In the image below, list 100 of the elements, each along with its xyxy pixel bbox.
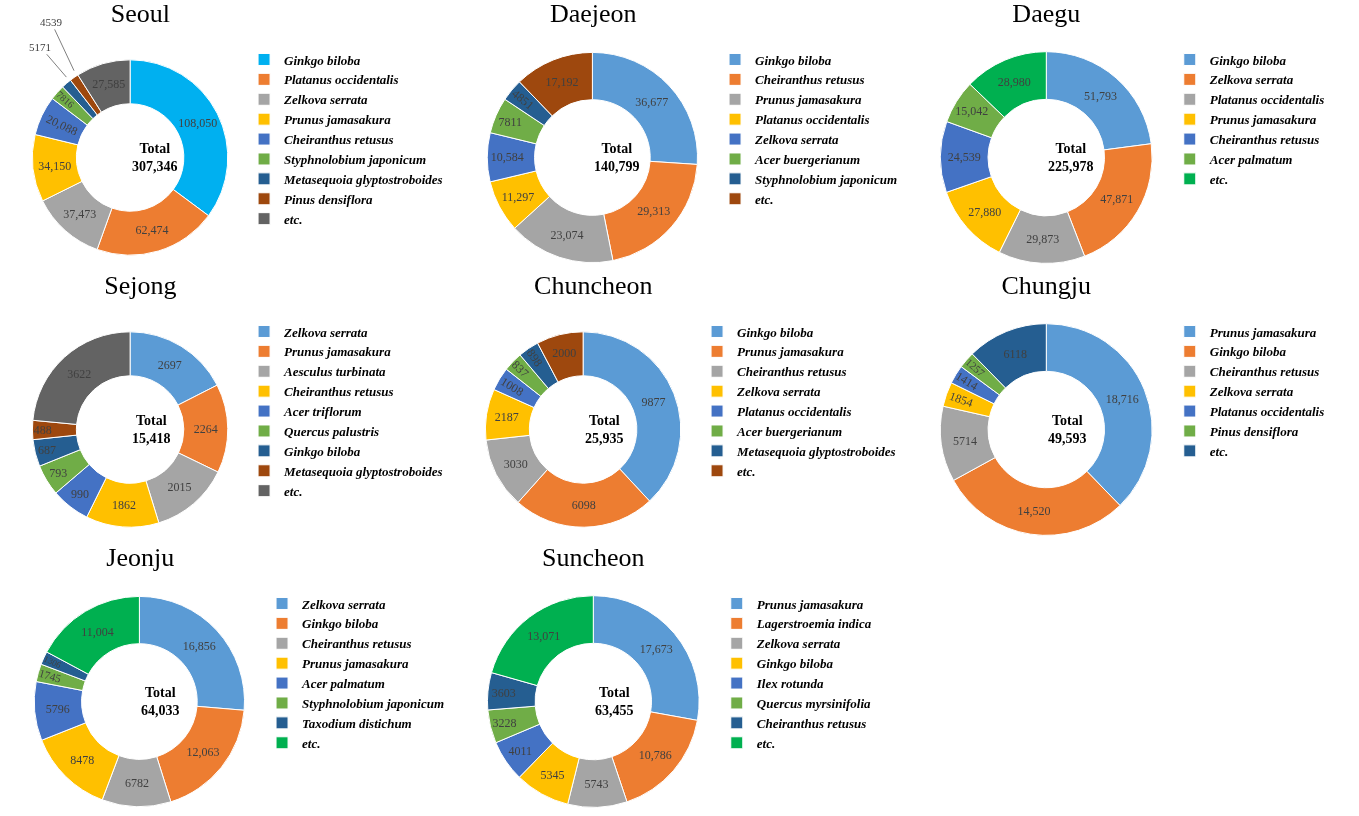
text: Total 64,033 (141, 685, 180, 719)
data-label: 17,192 (545, 74, 579, 89)
data-label: 6098 (571, 498, 596, 513)
legend-label: Ginkgo biloba (756, 656, 834, 672)
legend-label: Prunus jamasakura (1209, 112, 1317, 128)
data-label: 27,880 (968, 204, 1002, 219)
chart-title: Sejong (104, 271, 177, 301)
legend-label: Ginkgo biloba (284, 52, 361, 68)
data-label: 7811 (498, 114, 523, 129)
legend-label: Styphnolobium japonicum (302, 696, 444, 712)
legend-label: etc. (1209, 171, 1229, 187)
data-label: 29,873 (1026, 232, 1060, 247)
data-label: 28,980 (997, 75, 1031, 90)
data-label: 5345 (540, 767, 565, 782)
legend-label: etc. (284, 483, 303, 499)
chart-title: Suncheon (542, 543, 645, 573)
data-label: 18,716 (1105, 391, 1139, 406)
data-label: 108,050 (178, 116, 218, 131)
legend-label: Pinus densiflora (284, 191, 374, 207)
legend-label: Quercus palustris (284, 424, 380, 440)
legend-label: Prunus jamasakura (1209, 324, 1317, 340)
data-label: 2187 (494, 410, 519, 425)
legend-label: Ginkgo biloba (1209, 52, 1287, 68)
legend-label: Prunus jamasakura (737, 344, 845, 360)
legend-label: Taxodium distichum (302, 715, 412, 731)
data-label: 2264 (193, 421, 218, 436)
data-label: 10,584 (490, 150, 524, 165)
data-label: 24,539 (947, 150, 981, 165)
legend-label: Ilex rotunda (755, 676, 825, 692)
legend-label: Acer triflorum (283, 404, 362, 420)
legend-label: Ginkgo biloba (1209, 344, 1287, 360)
legend-label: Cheiranthus retusus (284, 132, 394, 148)
text: Total 307,346 (132, 141, 178, 175)
text: Total 49,593 (1048, 413, 1087, 447)
data-label: 4011 (508, 744, 533, 759)
data-label: 2000 (552, 346, 577, 361)
legend-label: etc. (1209, 443, 1229, 459)
data-label: 36,677 (635, 94, 669, 109)
chart-title: Jeonju (106, 543, 175, 573)
data-label: 17,673 (639, 641, 673, 656)
legend-label: Quercus myrsinifolia (756, 696, 872, 712)
data-label: 3228 (492, 716, 517, 731)
legend-label: Platanus occidentalis (284, 72, 399, 88)
text: Total 225,978 (1048, 141, 1094, 175)
data-label: 6118 (1003, 346, 1028, 361)
data-label: 11,004 (81, 624, 114, 639)
legend-label: Ginkgo biloba (284, 443, 361, 459)
legend-label: Acer palmatum (1208, 152, 1293, 168)
data-label: 990 (71, 486, 90, 501)
legend-label: Cheiranthus retusus (755, 72, 865, 88)
legend-label: Cheiranthus retusus (302, 636, 412, 652)
data-label: 47,871 (1100, 192, 1134, 207)
data-label: 687 (37, 443, 56, 458)
legend-label: Platanus occidentalis (737, 404, 852, 420)
legend-label: Zelkova serrata (301, 596, 386, 612)
legend-label: Platanus occidentalis (1209, 92, 1325, 108)
text: Total 140,799 (594, 141, 640, 175)
legend-label: Prunus jamasakura (284, 112, 392, 128)
legend-label: Ginkgo biloba (755, 52, 832, 68)
legend-label: Prunus jamasakura (302, 656, 410, 672)
data-label: 5743 (584, 777, 609, 792)
data-label: 3603 (491, 685, 516, 700)
legend-label: Acer palmatum (301, 676, 385, 692)
data-label: 5796 (45, 702, 70, 717)
data-label: 13,071 (527, 629, 561, 644)
legend-label: Pinus densiflora (1209, 424, 1299, 440)
legend-label: etc. (737, 463, 756, 479)
data-label: 16,856 (182, 639, 216, 654)
legend-label: etc. (755, 191, 774, 207)
legend-label: Styphnolobium japonicum (284, 152, 427, 168)
legend-label: Ginkgo biloba (737, 324, 814, 340)
data-label: 20,088 (44, 111, 80, 139)
data-label: 2697 (157, 357, 182, 372)
legend-label: Zelkova serrata (1208, 384, 1294, 400)
data-label: 51,793 (1083, 88, 1117, 103)
data-label: 10,786 (638, 748, 672, 763)
data-label: 12,063 (186, 745, 220, 760)
data-label: 2015 (167, 479, 192, 494)
data-label: 62,474 (135, 222, 169, 237)
data-label: 4851 (509, 86, 537, 113)
data-label: 11,297 (501, 189, 535, 204)
data-label: 1862 (112, 497, 136, 512)
data-label: 34,150 (38, 158, 72, 173)
text: Total 15,418 (132, 413, 171, 447)
legend-label: Zelkova serrata (754, 132, 839, 148)
data-label: 15,042 (955, 104, 989, 119)
legend-label: Cheiranthus retusus (737, 364, 847, 380)
data-label: 9877 (641, 394, 666, 409)
legend-label: Prunus jamasakura (756, 596, 864, 612)
legend-label: Zelkova serrata (1208, 72, 1294, 88)
text: Total 25,935 (585, 413, 624, 447)
legend-label: etc. (284, 211, 303, 227)
legend-label: Cheiranthus retusus (284, 384, 394, 400)
legend-label: Zelkova serrata (283, 92, 368, 108)
legend-label: Zelkova serrata (755, 636, 841, 652)
legend-label: Cheiranthus retusus (1209, 364, 1320, 380)
legend-label: Zelkova serrata (736, 384, 821, 400)
legend-label: Aesculus turbinata (283, 364, 387, 380)
legend-label: Platanus occidentalis (755, 112, 870, 128)
data-label: 29,313 (637, 204, 671, 219)
